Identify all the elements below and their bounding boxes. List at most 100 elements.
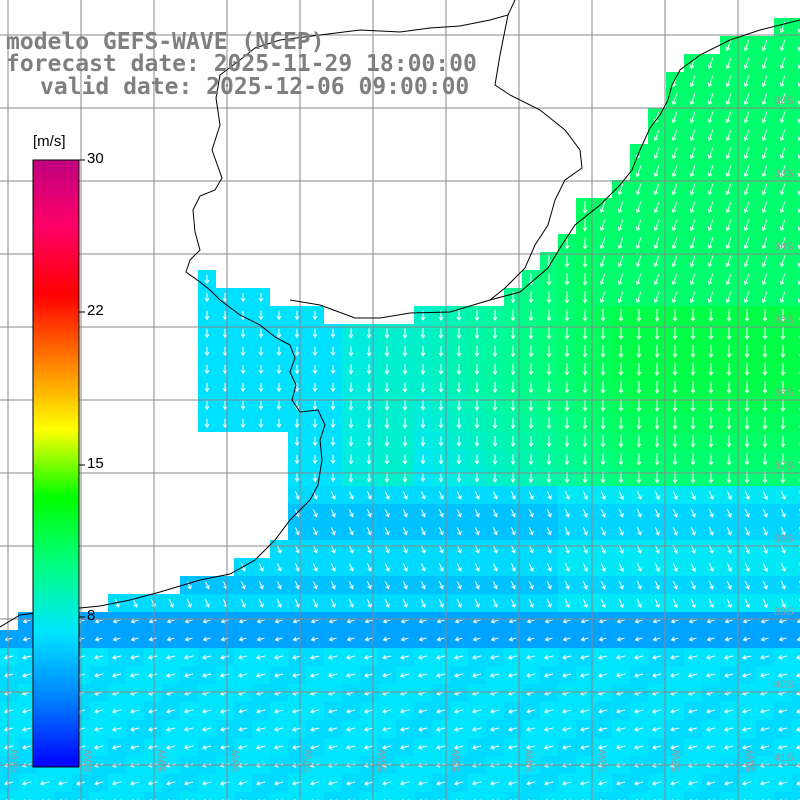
wind-arrow — [184, 709, 194, 713]
wind-arrow-head — [508, 727, 513, 732]
wind-arrow-head — [312, 441, 318, 447]
wind-arrow — [418, 673, 428, 677]
wind-arrow-head — [652, 673, 657, 678]
wind-cell — [792, 414, 800, 432]
wind-arrow-head — [382, 655, 387, 660]
wind-arrow-head — [724, 618, 730, 624]
wind-arrow-head — [457, 530, 462, 536]
wind-arrow — [490, 727, 500, 731]
wind-arrow — [22, 673, 32, 677]
wind-arrow-head — [400, 745, 405, 750]
wind-arrow — [780, 291, 786, 303]
wind-arrow-head — [616, 618, 622, 624]
wind-arrow-head — [779, 226, 785, 232]
latitude-label: 34S — [774, 241, 794, 253]
wind-arrow — [744, 598, 750, 608]
wind-arrow-head — [725, 280, 731, 286]
wind-arrow — [310, 781, 320, 785]
wind-arrow-head — [635, 208, 641, 214]
wind-arrow-head — [525, 745, 531, 750]
wind-arrow-head — [672, 389, 678, 394]
wind-arrow-head — [147, 745, 153, 750]
wind-arrow-head — [565, 495, 570, 500]
wind-arrow-head — [763, 531, 768, 536]
wind-arrow-head — [367, 512, 372, 518]
wind-arrow — [509, 619, 517, 623]
wind-arrow-head — [241, 603, 246, 608]
wind-arrow-head — [474, 442, 480, 447]
wind-arrow-head — [204, 297, 210, 303]
wind-arrow-head — [528, 424, 534, 430]
wind-arrow — [780, 581, 786, 589]
wind-arrow-head — [671, 226, 677, 232]
wind-arrow — [634, 709, 644, 713]
wind-arrow — [346, 709, 356, 713]
wind-arrow — [454, 745, 464, 749]
wind-arrow-head — [472, 745, 477, 750]
wind-arrow — [220, 655, 230, 659]
wind-arrow-head — [689, 298, 695, 304]
wind-arrow-head — [112, 618, 118, 624]
wind-arrow-head — [743, 100, 749, 106]
wind-arrow — [636, 273, 642, 285]
wind-arrow-head — [489, 673, 495, 678]
wind-arrow-head — [382, 636, 388, 642]
wind-arrow — [418, 709, 428, 713]
wind-arrow — [780, 237, 786, 249]
wind-arrow-head — [313, 530, 318, 536]
wind-arrow-head — [345, 655, 351, 660]
wind-arrow — [779, 637, 787, 641]
wind-arrow-head — [635, 280, 641, 286]
wind-arrow-head — [655, 549, 660, 554]
wind-arrow-head — [547, 584, 552, 590]
wind-cell — [396, 792, 414, 800]
wind-arrow-head — [583, 513, 588, 518]
wind-arrow — [132, 598, 138, 608]
wind-arrow-head — [492, 370, 498, 376]
wind-arrow — [94, 673, 104, 677]
wind-arrow-head — [349, 549, 354, 554]
wind-arrow — [167, 637, 175, 641]
wind-arrow-head — [385, 495, 390, 500]
wind-arrow-head — [202, 763, 207, 768]
wind-arrow-head — [22, 655, 27, 660]
wind-arrow — [22, 655, 32, 659]
wind-arrow-head — [274, 636, 280, 642]
wind-arrow-head — [544, 618, 550, 624]
wind-arrow-head — [385, 549, 390, 554]
wind-arrow-head — [492, 334, 498, 340]
wind-arrow — [328, 709, 338, 713]
wind-arrow-head — [348, 406, 354, 411]
wind-arrow-head — [670, 727, 675, 732]
wind-arrow-head — [671, 100, 677, 106]
wind-arrow-head — [777, 781, 783, 786]
wind-arrow-head — [312, 423, 318, 429]
wind-arrow — [454, 781, 464, 785]
wind-arrow-head — [616, 781, 621, 786]
wind-arrow-head — [582, 335, 588, 340]
wind-arrow-head — [291, 781, 297, 786]
wind-arrow — [419, 637, 427, 641]
wind-arrow-head — [743, 298, 749, 304]
wind-arrow-head — [327, 745, 333, 750]
wind-arrow-head — [690, 479, 696, 484]
wind-arrow-head — [762, 479, 768, 484]
wind-arrow-head — [762, 371, 768, 376]
wind-arrow — [762, 291, 768, 303]
wind-arrow — [438, 490, 444, 500]
wind-arrow-head — [291, 727, 297, 732]
wind-arrow-head — [276, 423, 282, 429]
wind-arrow-head — [331, 512, 336, 518]
wind-arrow-head — [219, 673, 225, 678]
wind-arrow-head — [544, 636, 550, 642]
wind-arrow — [328, 673, 338, 677]
wind-arrow — [742, 781, 752, 785]
wind-arrow-head — [241, 567, 246, 572]
wind-arrow-head — [493, 530, 498, 536]
wind-arrow-head — [673, 531, 678, 536]
wind-arrow-head — [363, 727, 369, 732]
wind-arrow-head — [474, 460, 480, 465]
wind-arrow-head — [726, 425, 732, 430]
wind-arrow-head — [759, 763, 765, 768]
wind-arrow — [672, 129, 678, 141]
